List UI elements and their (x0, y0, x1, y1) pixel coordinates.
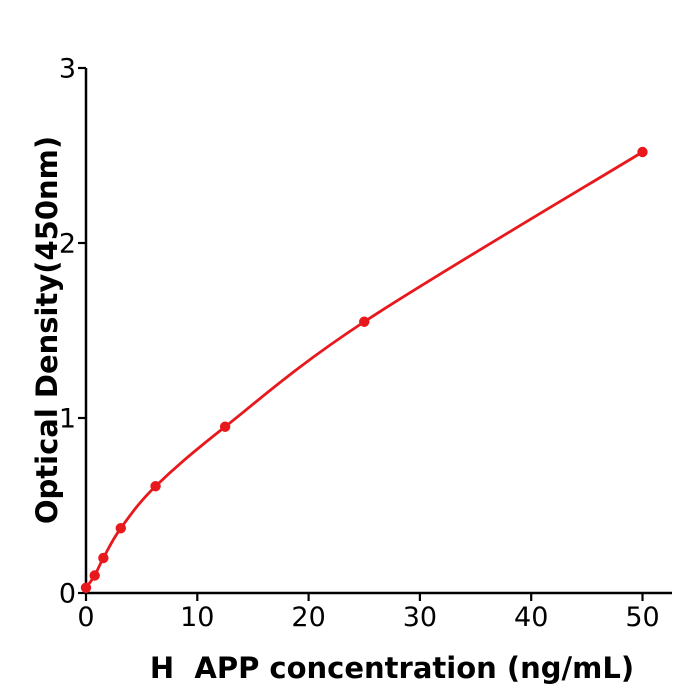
x-axis-title: H APP concentration (ng/mL) (150, 651, 634, 685)
y-tick-label: 3 (59, 54, 76, 85)
x-tick-label: 30 (403, 602, 437, 633)
x-tick-label: 0 (77, 602, 94, 633)
y-axis-title: Optical Density(450nm) (30, 136, 64, 524)
data-point-marker (219, 421, 231, 432)
y-tick-label: 0 (59, 579, 76, 610)
data-point-marker (150, 481, 161, 492)
data-series (80, 146, 648, 593)
x-tick-label: 50 (625, 602, 659, 633)
y-tick-label: 1 (59, 404, 76, 435)
data-point-marker (89, 570, 100, 581)
data-point-marker (637, 146, 648, 158)
standard-curve-line (84, 150, 644, 590)
data-point-marker (359, 316, 370, 327)
data-point-marker (80, 582, 92, 593)
data-point-marker (115, 523, 126, 534)
x-tick-label: 40 (514, 602, 548, 633)
y-tick-label: 2 (59, 229, 76, 260)
x-tick-label: 20 (291, 602, 325, 633)
x-tick-label: 10 (180, 602, 214, 633)
data-point-marker (98, 552, 109, 564)
axes: 0 10 20 30 40 50 0 1 2 3 (59, 54, 672, 633)
